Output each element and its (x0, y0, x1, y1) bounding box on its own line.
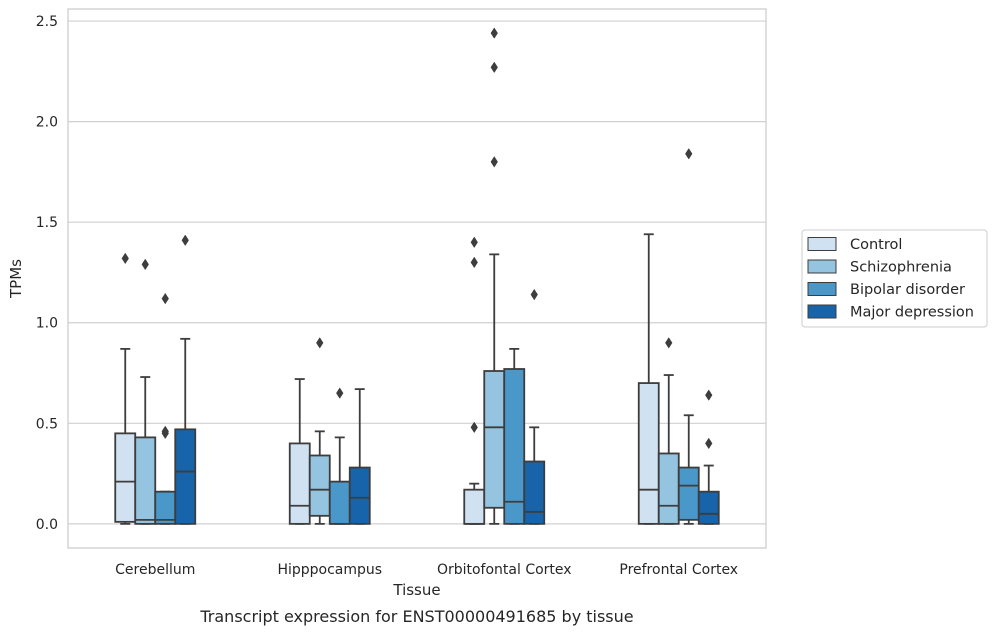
box (463, 488, 486, 525)
legend-swatch (807, 259, 837, 274)
box (483, 370, 506, 509)
legend-label: Control (850, 237, 902, 253)
x-axis-title: Tissue (392, 581, 440, 599)
outlier-point (490, 61, 498, 74)
legend-swatch (807, 237, 837, 251)
box-group (463, 27, 546, 525)
outlier-point (141, 258, 149, 271)
outlier-point (161, 292, 169, 305)
plot-area-frame (67, 8, 767, 549)
outlier-point (530, 288, 538, 301)
box (523, 460, 546, 525)
outlier-point (316, 337, 324, 349)
legend-label: Bipolar disorder (850, 282, 965, 298)
box (677, 466, 700, 521)
legend-swatch (807, 304, 837, 319)
y-tick-label: 2.5 (36, 14, 58, 30)
legend-label: Schizophrenia (850, 260, 952, 276)
box-group (288, 337, 371, 525)
box (114, 432, 137, 523)
legend-swatch (807, 282, 837, 296)
box (288, 442, 311, 525)
outlier-point (121, 252, 129, 265)
x-axis-tick-labels: Cerebellum Hipppocampus Orbitofontal Corte… (115, 562, 738, 578)
y-tick-label: 1.0 (36, 316, 58, 332)
y-tick-label: 0.0 (36, 517, 58, 533)
outlier-point (181, 234, 189, 247)
outlier-point (665, 337, 673, 349)
outlier-point (705, 389, 713, 401)
outlier-point (336, 387, 344, 399)
outlier-point (470, 421, 478, 434)
y-tick-label: 1.5 (36, 215, 58, 231)
chart-caption: Transcript expression for ENST0000049168… (199, 607, 633, 626)
outlier-point (490, 156, 498, 168)
outlier-point (470, 236, 478, 249)
outlier-point (161, 425, 169, 438)
box (637, 382, 660, 525)
legend-label: Major depression (850, 305, 974, 321)
box (174, 428, 197, 525)
x-tick-label: Prefrontal Cortex (619, 562, 738, 578)
box (657, 452, 680, 525)
outlier-point (685, 148, 693, 160)
box (503, 368, 526, 525)
outlier-point (705, 437, 713, 450)
y-axis-tick-labels: 0.0 0.5 1.0 1.5 2.0 2.5 (36, 14, 58, 533)
box-groups (114, 27, 720, 525)
outlier-point (490, 27, 498, 39)
x-tick-label: Hipppocampus (277, 562, 382, 578)
y-tick-label: 2.0 (36, 115, 58, 131)
x-tick-label: Cerebellum (115, 562, 195, 578)
box-group (114, 234, 197, 525)
y-axis-title: TPMs (7, 259, 25, 299)
y-grid-lines (68, 20, 766, 525)
legend-frame (801, 229, 988, 328)
box (134, 436, 157, 525)
y-tick-label: 0.5 (36, 416, 58, 432)
x-tick-label: Orbitofontal Cortex (437, 562, 572, 578)
legend: Control Schizophrenia Bipolar disorder Majo… (801, 229, 988, 328)
box (697, 490, 720, 525)
box-group (637, 148, 720, 525)
box (308, 454, 331, 517)
box (328, 480, 351, 525)
outlier-point (470, 256, 478, 269)
box (348, 466, 371, 525)
